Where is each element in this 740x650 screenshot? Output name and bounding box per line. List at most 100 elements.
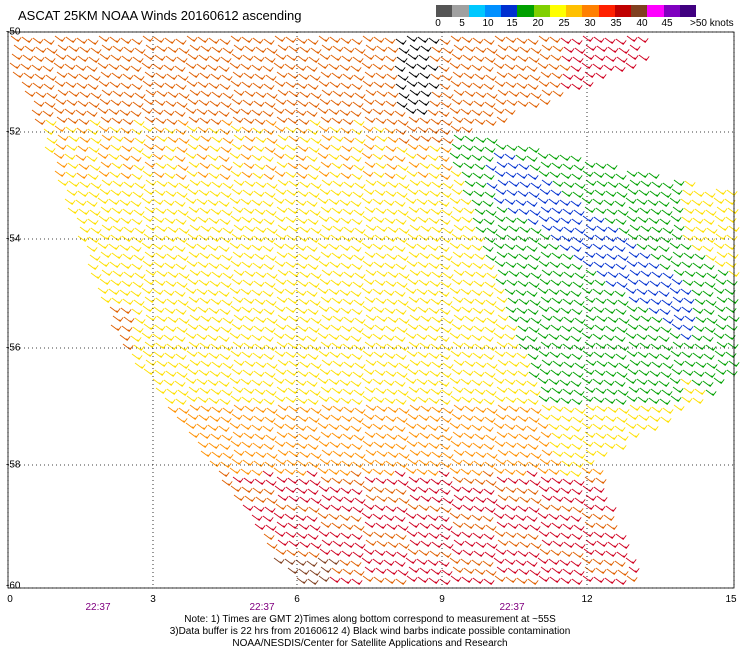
wind-barb	[562, 388, 574, 396]
wind-barb	[462, 99, 474, 107]
wind-barb	[220, 146, 232, 154]
wind-barb	[45, 74, 57, 82]
wind-barb	[332, 270, 344, 278]
wind-barb	[372, 558, 384, 566]
wind-barb	[442, 452, 454, 460]
wind-barb	[462, 369, 474, 377]
wind-barb	[507, 207, 519, 215]
wind-barb	[398, 362, 410, 370]
wind-barb	[219, 128, 231, 136]
wind-barb	[364, 341, 376, 349]
wind-barb	[320, 476, 332, 484]
wind-barb	[507, 162, 519, 170]
wind-barb	[483, 83, 495, 91]
wind-barb	[78, 118, 90, 126]
time-label-1: 22:37	[85, 602, 111, 613]
wind-barb	[243, 342, 255, 350]
wind-barb	[68, 180, 80, 188]
wind-barb	[659, 353, 671, 361]
wind-barb	[615, 398, 627, 406]
wind-barb	[474, 568, 486, 576]
wind-barb	[497, 224, 509, 232]
wind-barb	[163, 64, 175, 72]
wind-barb	[164, 397, 176, 405]
wind-barb	[506, 234, 518, 242]
wind-barb	[484, 101, 496, 109]
wind-barb	[187, 368, 199, 376]
wind-barb	[299, 226, 311, 234]
wind-barb	[648, 352, 660, 360]
wind-barb	[560, 82, 572, 90]
wind-barb	[383, 514, 395, 522]
wind-barb	[406, 305, 418, 313]
wind-barb	[581, 512, 593, 520]
wind-barb	[307, 488, 319, 496]
wind-barb	[189, 179, 201, 187]
wind-barb	[549, 441, 561, 449]
wind-barb	[483, 488, 495, 496]
wind-barb	[363, 278, 375, 286]
wind-barb	[277, 539, 289, 547]
wind-barb	[409, 494, 421, 502]
wind-barb	[505, 441, 517, 449]
wind-barb	[706, 362, 718, 370]
wind-barb	[475, 226, 487, 234]
wind-barb	[451, 143, 463, 151]
wind-barb	[87, 173, 99, 181]
wind-barb	[636, 288, 648, 296]
wind-barb	[76, 172, 88, 180]
map-border	[7, 31, 735, 589]
wind-barb	[361, 242, 373, 250]
wind-barb	[528, 191, 540, 199]
wind-barb	[505, 531, 517, 539]
wind-barb	[243, 117, 255, 125]
wind-barb	[582, 485, 594, 493]
wind-barb	[111, 162, 123, 170]
wind-barb	[658, 380, 670, 388]
wind-barb	[462, 189, 474, 197]
wind-barb	[342, 163, 354, 171]
wind-barb	[188, 386, 200, 394]
wind-barb	[397, 389, 409, 397]
wind-barb	[208, 37, 220, 45]
wind-barb	[211, 226, 223, 234]
wind-barb	[460, 108, 472, 116]
wind-barb	[286, 144, 298, 152]
wind-barb	[121, 100, 133, 108]
wind-barb	[594, 234, 606, 242]
wind-barb	[605, 55, 617, 63]
wind-barb	[550, 189, 562, 197]
wind-barb	[328, 243, 340, 251]
wind-barb	[298, 73, 310, 81]
wind-barb	[307, 353, 319, 361]
wind-barb	[188, 116, 200, 124]
wind-barb	[538, 350, 550, 358]
wind-barb	[396, 371, 408, 379]
wind-barb	[218, 110, 230, 118]
wind-barb	[537, 422, 549, 430]
wind-barb	[362, 170, 374, 178]
wind-barb	[592, 423, 604, 431]
wind-barb	[508, 180, 520, 188]
wind-barb	[528, 506, 540, 514]
wind-barb	[430, 208, 442, 216]
wind-barb	[626, 305, 638, 313]
wind-barb	[189, 44, 201, 52]
wind-barb	[353, 479, 365, 487]
wind-barb	[385, 190, 397, 198]
wind-barb	[693, 190, 705, 198]
wind-barb	[384, 307, 396, 315]
wind-barb	[606, 253, 618, 261]
wind-barb	[427, 334, 439, 342]
wind-barb	[351, 218, 363, 226]
wind-barb	[340, 82, 352, 90]
wind-barb	[427, 514, 439, 522]
time-label-2: 22:37	[249, 602, 275, 613]
wind-barb	[559, 514, 571, 522]
wind-barb	[639, 387, 651, 395]
wind-barb	[570, 155, 582, 163]
wind-barb	[196, 378, 208, 386]
wind-barb	[309, 524, 321, 532]
wind-barb	[573, 569, 585, 577]
